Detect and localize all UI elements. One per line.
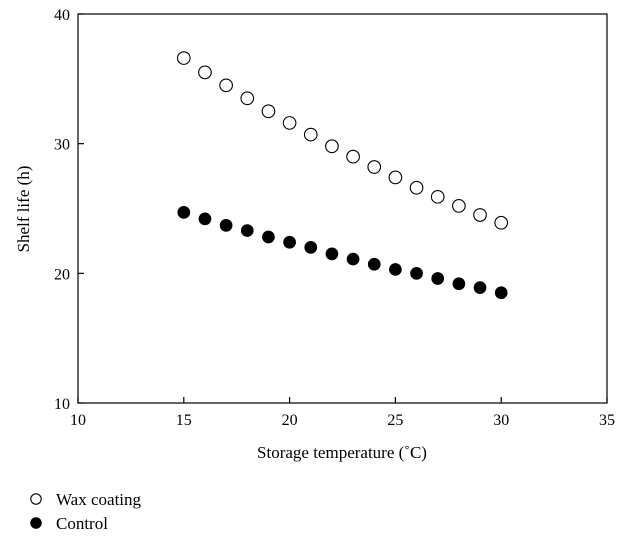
y-tick-label: 10 [54,396,70,413]
control-point [240,224,254,237]
x-axis-title: Storage temperature (˚C) [257,443,427,462]
wax-coating-point [240,91,255,106]
control-point [177,206,191,219]
control-point [389,263,402,276]
wax-coating-point [325,139,339,154]
y-axis-title: Shelf life (h) [14,166,33,253]
y-tick-label: 20 [54,266,70,283]
legend: Wax coating Control [30,490,142,533]
control-point [367,257,381,271]
wax-coating-point [219,78,233,93]
data-points [176,51,509,300]
legend-filled-circle-icon [30,517,42,529]
plot-border [77,13,608,404]
legend-label: Control [56,514,108,533]
legend-label: Wax coating [56,490,142,509]
control-point [283,235,296,249]
control-point [325,247,339,261]
y-axis: 10 20 30 40 [54,7,84,413]
x-tick-label: 15 [176,412,192,429]
x-tick-label: 20 [282,412,298,429]
wax-coating-point [452,199,466,213]
control-point [431,272,445,285]
wax-coating-point [430,189,445,204]
y-tick-label: 30 [54,137,70,154]
wax-coating-point [176,51,191,65]
wax-coating-point [303,127,318,142]
x-tick-label: 25 [387,412,403,429]
control-point [346,252,360,266]
control-point [494,286,508,300]
control-point [304,241,318,254]
control-point [452,277,466,291]
control-point [219,219,233,232]
control-point [473,281,487,294]
x-axis: 10 15 20 25 30 35 [70,397,615,429]
x-tick-label: 10 [70,412,86,429]
control-point [410,266,423,280]
wax-coating-point [198,65,212,80]
y-tick-label: 40 [54,7,70,24]
wax-coating-point [494,215,509,230]
x-tick-label: 35 [599,412,615,429]
wax-coating-point [282,116,297,130]
control-point [262,230,275,244]
legend-open-circle-icon [30,493,42,505]
wax-coating-point [409,180,424,195]
control-point [198,212,212,226]
x-tick-label: 30 [493,412,509,429]
plot-area [77,13,608,404]
wax-coating-point [388,170,403,185]
wax-coating-point [346,149,360,164]
wax-coating-point [473,208,487,222]
wax-coating-point [261,104,276,119]
wax-coating-point [367,160,382,174]
